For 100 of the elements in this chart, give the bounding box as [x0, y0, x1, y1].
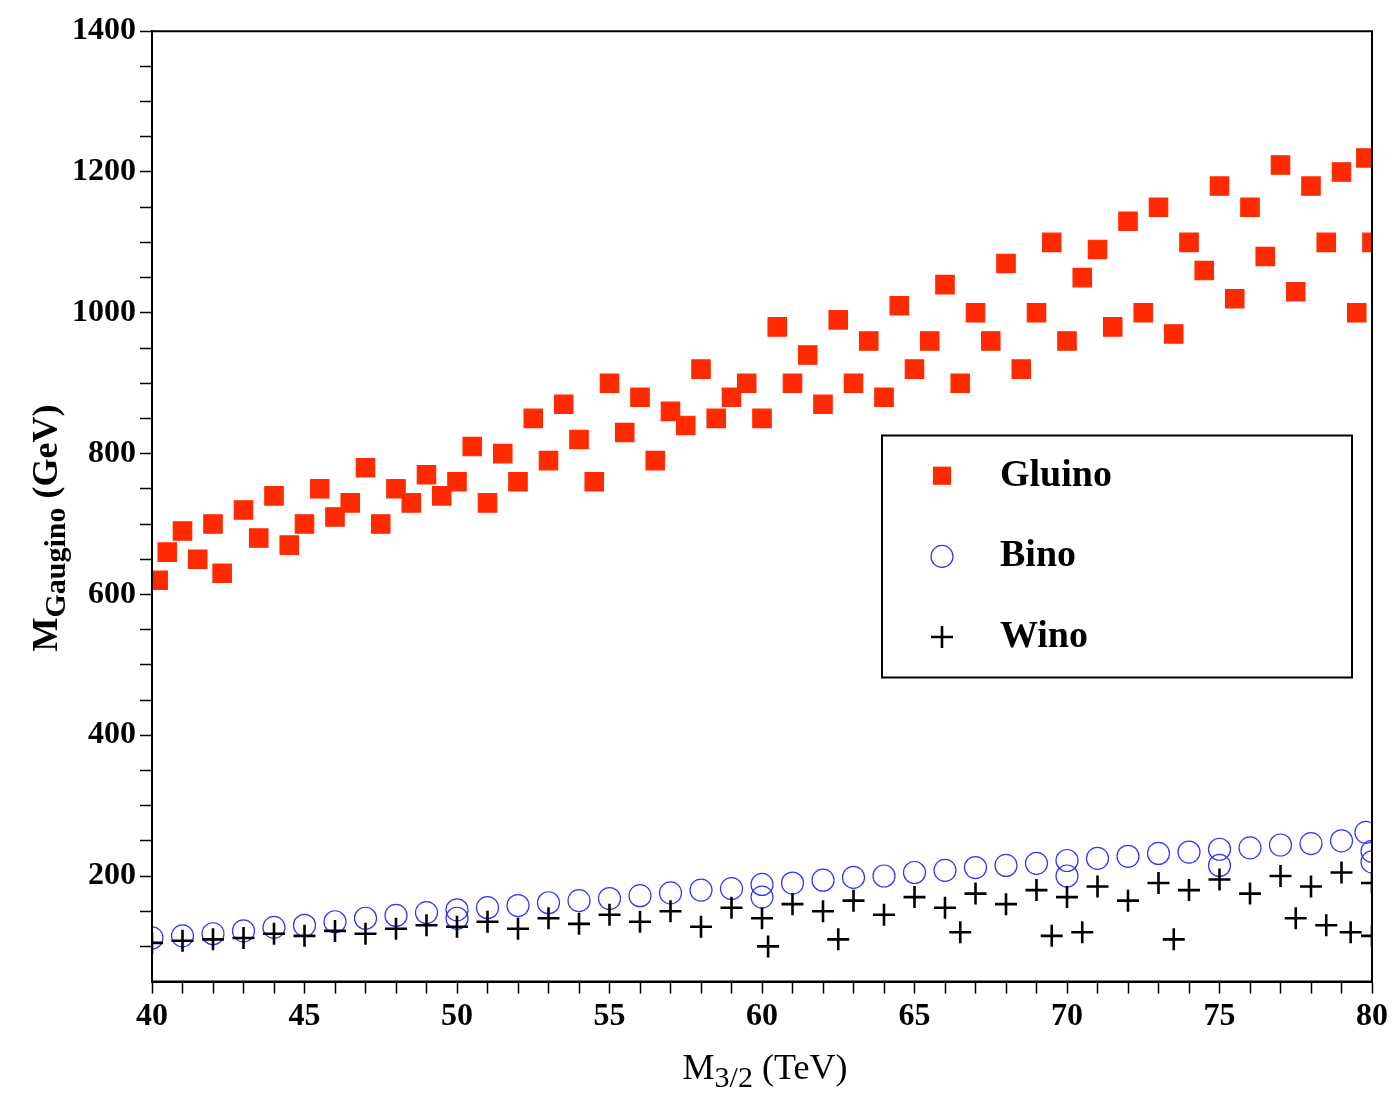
point: [629, 910, 651, 933]
point: [354, 922, 377, 945]
x-tick-label: 75: [1203, 996, 1236, 1033]
point: [170, 924, 195, 948]
point: [781, 893, 804, 916]
point: [934, 896, 956, 919]
point: [812, 900, 834, 923]
point: [598, 903, 621, 926]
point: [1116, 844, 1140, 868]
point: [964, 882, 987, 905]
legend-label: Wino: [1000, 612, 1089, 655]
point: [933, 858, 957, 882]
point: [690, 915, 712, 938]
point: [750, 872, 774, 897]
point: [1086, 875, 1109, 898]
y-tick-label: 200: [88, 855, 136, 892]
point: [751, 907, 773, 930]
legend-label: Bino: [1000, 532, 1077, 575]
point: [1024, 851, 1049, 875]
point: [597, 886, 622, 911]
point: [1268, 833, 1293, 857]
y-tick-label: 1000: [72, 292, 136, 329]
point: [1284, 907, 1307, 930]
x-tick-label: 60: [746, 996, 778, 1033]
point: [1177, 840, 1201, 864]
x-tick-label: 80: [1356, 996, 1388, 1033]
point: [262, 915, 286, 939]
legend-label: Gluino: [1000, 451, 1112, 494]
y-tick-label: 600: [88, 573, 136, 610]
point: [1207, 837, 1232, 861]
point: [750, 885, 774, 909]
point: [476, 910, 499, 933]
point: [1238, 836, 1262, 860]
point: [1117, 889, 1139, 912]
point: [293, 924, 316, 947]
point: [827, 928, 850, 951]
point: [1146, 841, 1171, 866]
point: [1040, 924, 1063, 947]
point: [658, 881, 683, 905]
point: [1300, 875, 1322, 898]
point: [994, 853, 1018, 878]
point: [1071, 921, 1094, 944]
point: [1162, 928, 1185, 951]
point: [323, 910, 347, 934]
x-tick-label: 50: [441, 996, 473, 1033]
point: [292, 913, 317, 937]
point: [873, 903, 895, 926]
point: [757, 935, 780, 958]
y-tick-label: 1400: [72, 10, 136, 47]
point: [415, 914, 438, 937]
point: [1055, 848, 1079, 873]
point: [537, 907, 560, 930]
point: [1147, 872, 1170, 895]
y-tick-label: 800: [88, 432, 136, 469]
point: [1207, 853, 1232, 878]
x-tick-label: 45: [288, 996, 321, 1033]
point: [1055, 864, 1079, 888]
point: [446, 915, 468, 938]
point: [780, 871, 805, 895]
point: [506, 893, 530, 918]
point: [475, 896, 500, 920]
x-tick-label: 40: [136, 996, 168, 1033]
point: [963, 855, 988, 880]
point: [719, 877, 744, 901]
point: [1339, 921, 1362, 944]
point: [903, 886, 926, 909]
point: [1329, 829, 1354, 853]
point: [841, 865, 866, 890]
point: [536, 891, 561, 915]
point: [1085, 846, 1110, 870]
point: [263, 922, 285, 945]
point: [949, 921, 972, 944]
point: [171, 929, 194, 952]
point: [1208, 868, 1231, 891]
point: [1239, 882, 1261, 905]
point: [567, 889, 591, 913]
point: [872, 864, 896, 888]
x-tick-label: 55: [593, 996, 626, 1033]
x-tick-label: 65: [898, 996, 931, 1033]
point: [201, 922, 225, 946]
x-axis-title: M$_{3/2}$ (TeV): [681, 1045, 849, 1094]
point: [232, 926, 255, 949]
y-tick-label: 400: [88, 714, 136, 751]
x-tick-label: 70: [1051, 996, 1083, 1033]
point: [689, 878, 713, 902]
point: [384, 903, 408, 928]
point: [414, 901, 439, 925]
y-tick-label: 1200: [72, 151, 136, 188]
point: [902, 860, 927, 885]
point: [1025, 879, 1048, 902]
point: [1330, 861, 1353, 884]
point: [1315, 914, 1338, 937]
point: [202, 928, 224, 951]
point: [445, 898, 469, 922]
point: [811, 868, 835, 892]
point: [231, 919, 256, 943]
point: [353, 906, 378, 930]
point: [1299, 832, 1323, 856]
point: [1269, 865, 1292, 887]
point: [720, 896, 743, 919]
